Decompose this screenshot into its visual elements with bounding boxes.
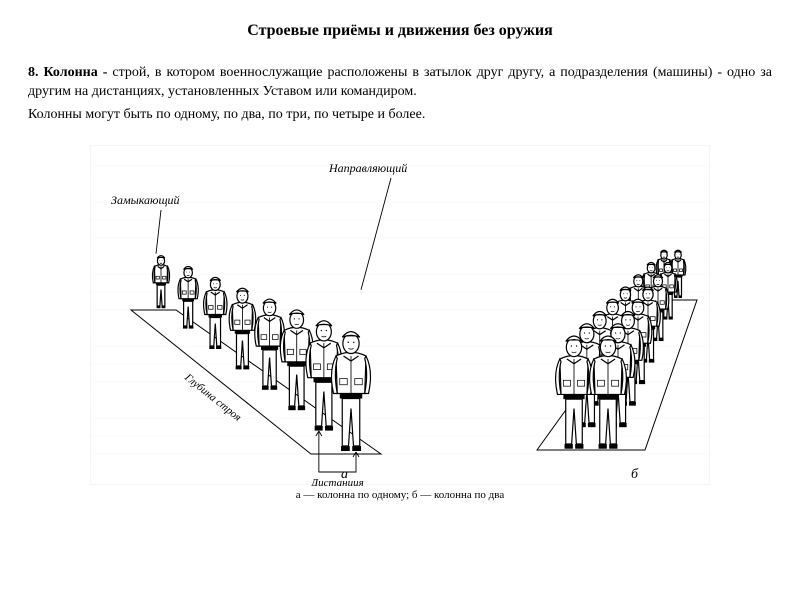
page-title: Строевые приёмы и движения без оружия <box>28 22 772 40</box>
label-depth: Глубина строя <box>182 371 244 424</box>
label-closing: Замыкающий <box>111 193 180 207</box>
formation-figure: Глубина строя Дистанция Направляющий Замыка… <box>91 146 711 486</box>
term-bold: 8. Колонна - <box>28 65 107 80</box>
paragraph-variants: Колонны могут быть по одному, по два, по… <box>28 106 772 125</box>
paragraph-definition: 8. Колонна - строй, в котором военнослуж… <box>28 64 772 102</box>
label-distance: Дистанция <box>310 477 364 486</box>
letter-b: б <box>631 467 639 482</box>
figure-caption: а — колонна по одному; б — колонна по дв… <box>28 489 772 501</box>
figure-container: Глубина строя Дистанция Направляющий Замыка… <box>90 145 710 485</box>
label-leading: Направляющий <box>328 161 407 175</box>
column-b <box>556 250 686 448</box>
term-rest: строй, в котором военнослужащие располож… <box>28 65 772 99</box>
letter-a: а <box>341 467 348 482</box>
